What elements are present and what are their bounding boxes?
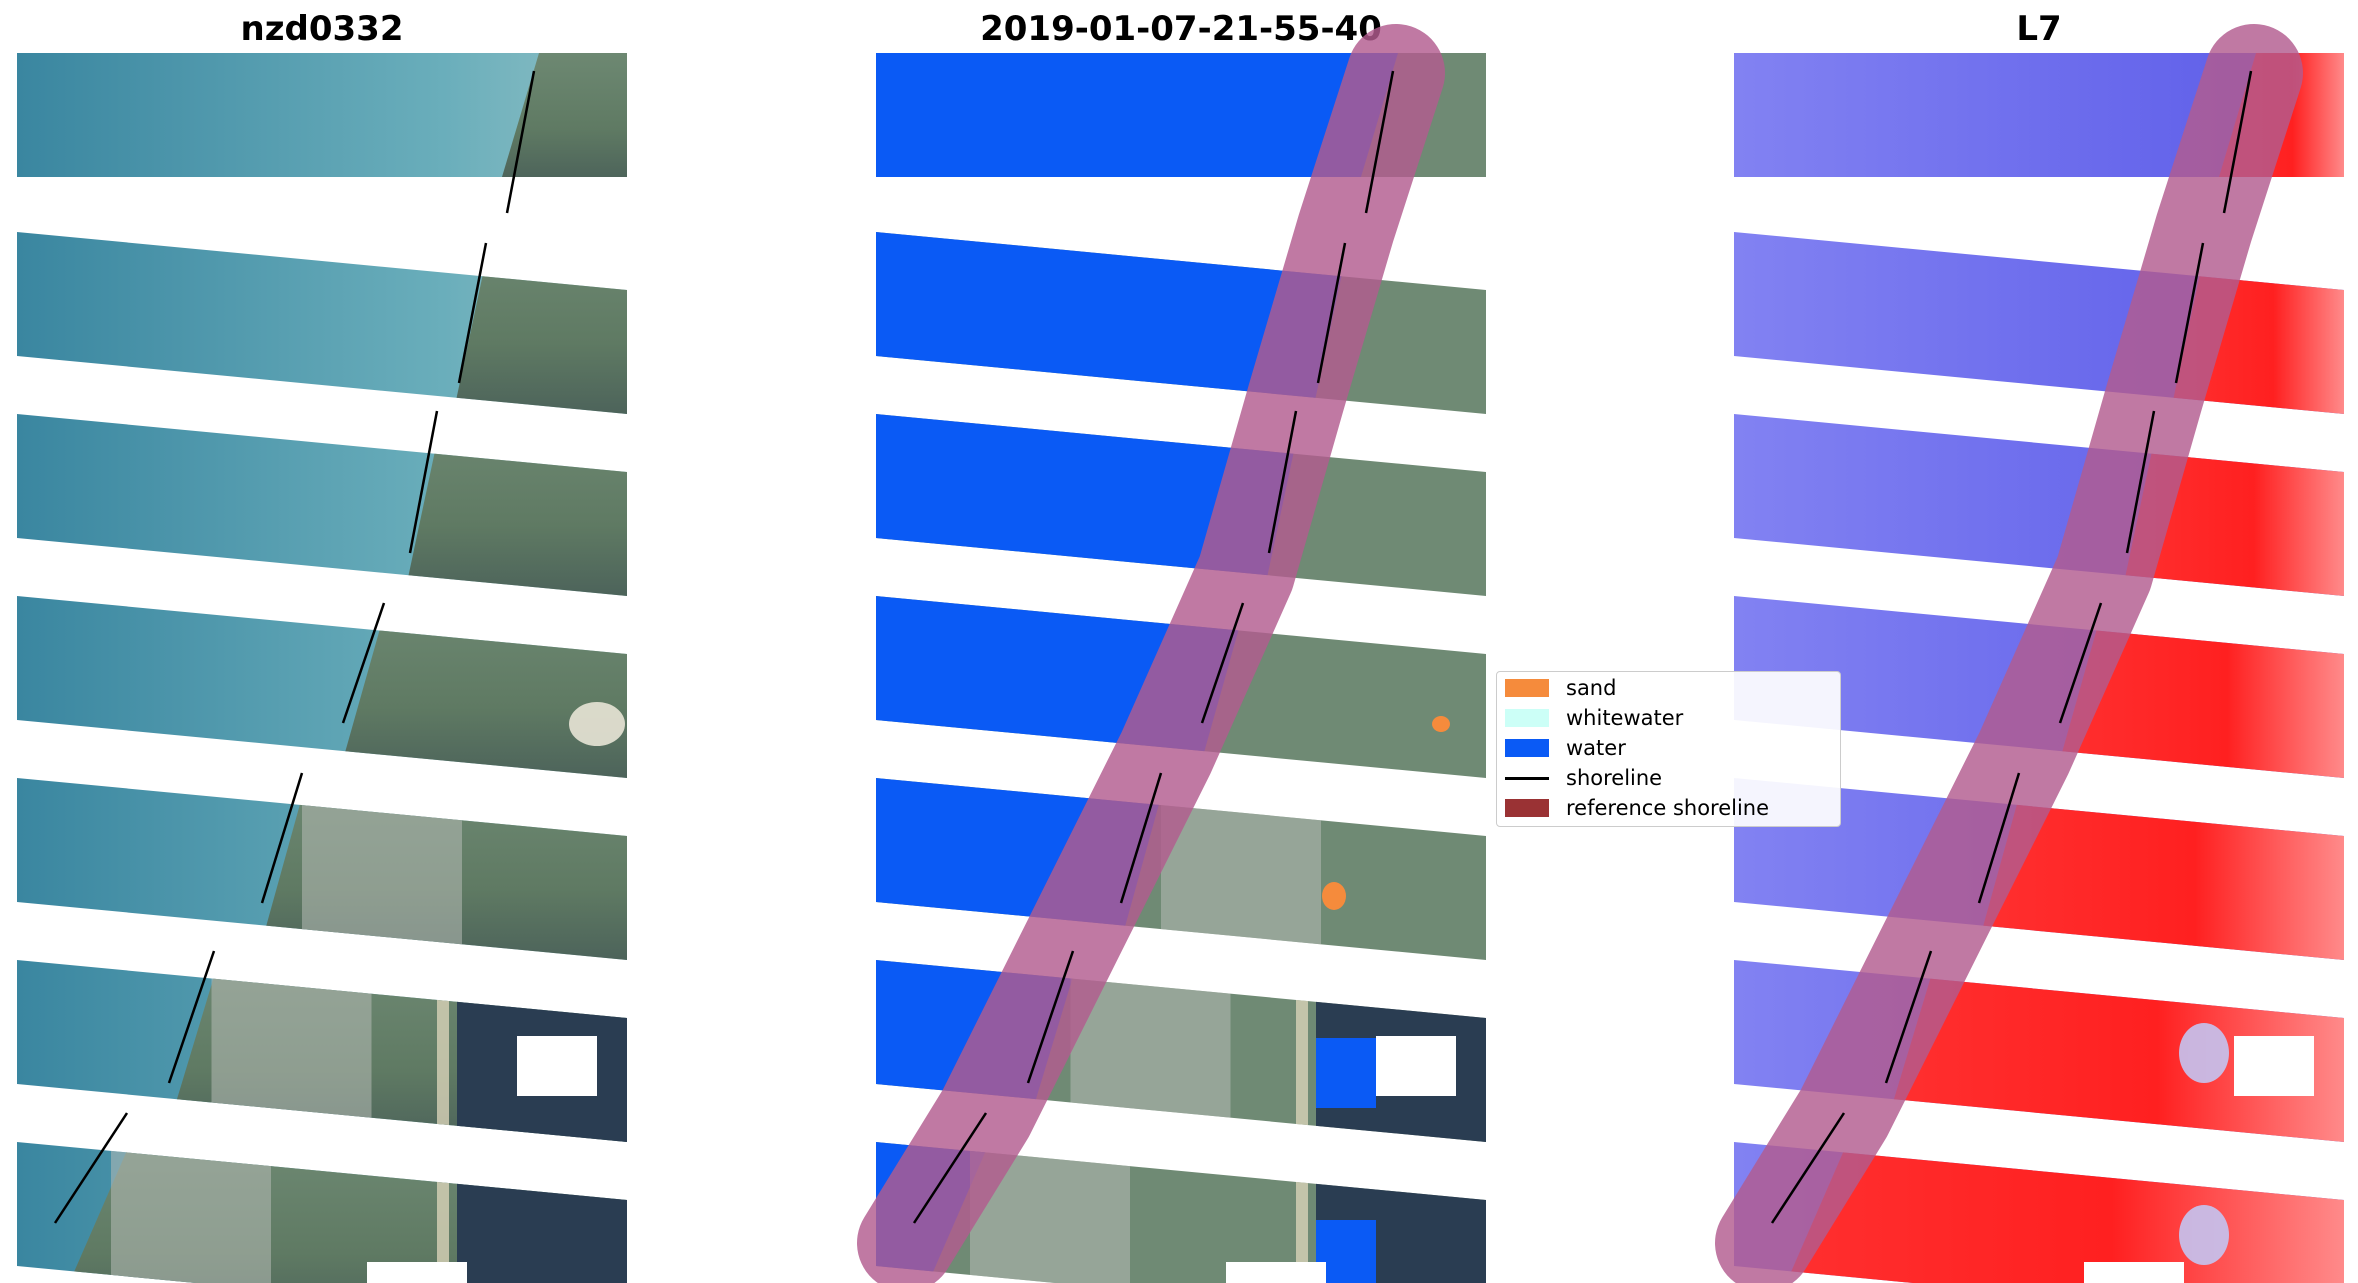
legend-label: whitewater [1566, 706, 1684, 730]
water-swatch [1505, 739, 1549, 757]
classified-image [857, 24, 1486, 1283]
panel-title-1: nzd0332 [240, 9, 404, 49]
legend-label: reference shoreline [1566, 796, 1770, 820]
legend-item-sand: sand [1505, 675, 1616, 701]
legend-item-water: water [1505, 735, 1626, 761]
legend-item-whitewater: whitewater [1505, 705, 1683, 731]
shoreline-segment [1770, 1112, 1846, 1224]
shoreline-segment [1267, 410, 1298, 554]
sand-swatch [1505, 679, 1549, 697]
rgb-image-panel [17, 53, 627, 1283]
shoreline-segment [1200, 602, 1245, 724]
shoreline-group [53, 70, 536, 1224]
shoreline-segment [1316, 242, 1347, 384]
image-strip [17, 960, 627, 1142]
shoreline-segment [1119, 772, 1163, 904]
shoreline-segment [1026, 950, 1075, 1084]
reference-shoreline-swatch [1505, 799, 1549, 817]
image-strip [17, 1142, 627, 1283]
shoreline-line-swatch [1505, 776, 1549, 780]
shoreline-segment [2125, 410, 2156, 554]
image-strip [17, 778, 627, 960]
shoreline-segment [1977, 772, 2021, 904]
shoreline-segment [1364, 70, 1395, 214]
shoreline-segment [408, 410, 439, 554]
image-strip [1734, 232, 2344, 414]
index-image-panel [1715, 24, 2344, 1283]
reference-shoreline-buffer [857, 24, 1445, 1283]
legend-item-reference-shoreline: reference shoreline [1505, 795, 1769, 821]
shoreline-segment [2058, 602, 2103, 724]
legend-item-shoreline: shoreline [1505, 765, 1662, 791]
shoreline-group [1770, 70, 2253, 1224]
classified-image-panel [857, 24, 1486, 1283]
legend-label: water [1566, 736, 1626, 760]
shoreline-segment [167, 950, 216, 1084]
image-strip [1734, 414, 2344, 596]
shoreline-segment [1884, 950, 1933, 1084]
image-strip [17, 414, 627, 596]
rgb-satellite-image [17, 53, 627, 1283]
panel-title-3: L7 [2016, 9, 2062, 49]
shoreline-segment [912, 1112, 988, 1224]
shoreline-segment [341, 602, 386, 724]
shoreline-segment [260, 772, 304, 904]
shoreline-group [912, 70, 1395, 1224]
panel-title-2: 2019-01-07-21-55-40 [980, 9, 1382, 49]
image-strip [876, 232, 1486, 414]
image-strip [17, 596, 627, 778]
legend: sand whitewater water shoreline referenc… [1496, 671, 1841, 827]
shoreline-segment [457, 242, 488, 384]
legend-label: shoreline [1566, 766, 1663, 790]
image-strip [876, 414, 1486, 596]
shoreline-segment [505, 70, 536, 214]
reference-shoreline-buffer [1715, 24, 2303, 1283]
water-index-image [1715, 24, 2344, 1283]
shoreline-segment [2222, 70, 2253, 214]
image-strip [17, 232, 627, 414]
shoreline-segment [53, 1112, 129, 1224]
whitewater-swatch [1505, 709, 1549, 727]
image-strip [17, 53, 627, 177]
shoreline-segment [2174, 242, 2205, 384]
legend-label: sand [1566, 676, 1617, 700]
